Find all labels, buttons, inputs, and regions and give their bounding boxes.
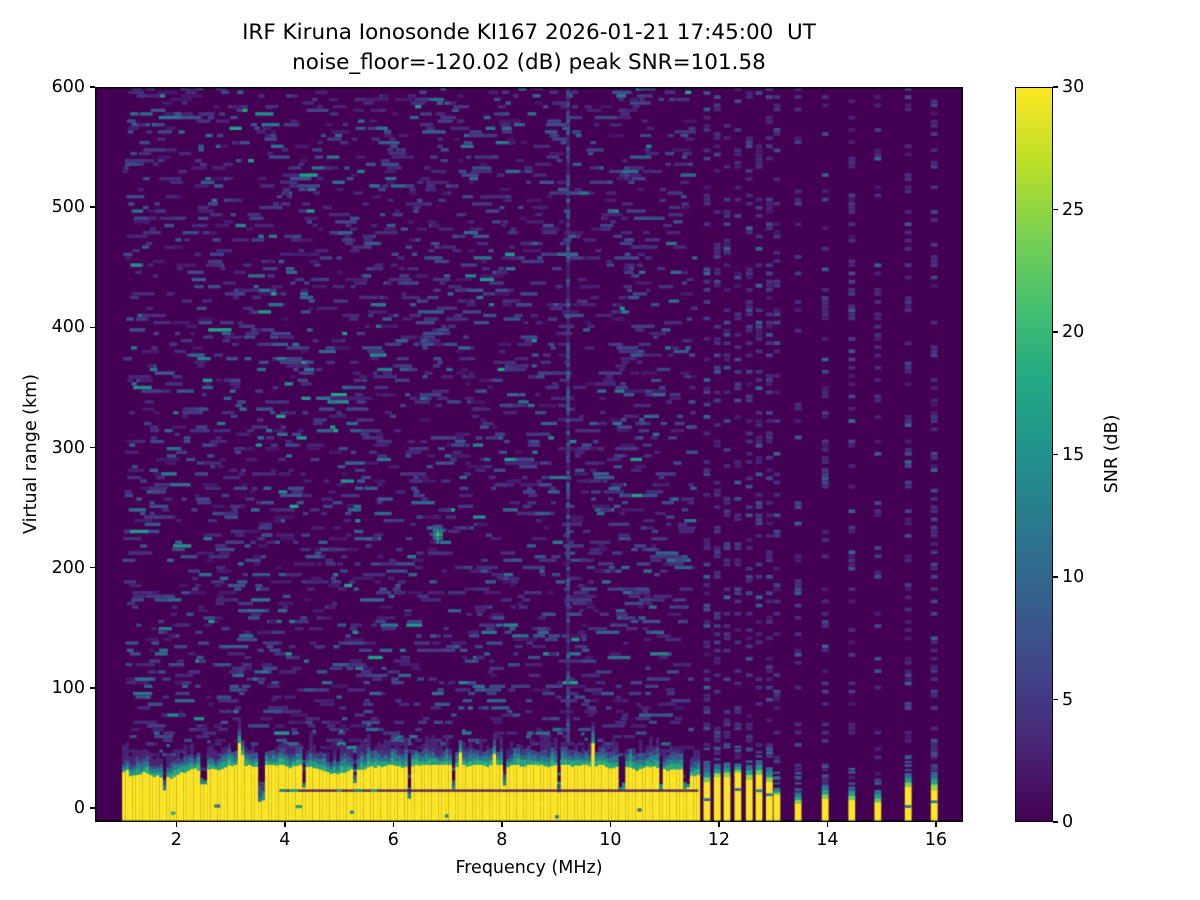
x-tick-label: 6	[387, 830, 399, 850]
y-tick-label: 600	[51, 77, 85, 97]
x-tick	[175, 822, 178, 827]
x-tick-label: 14	[816, 830, 839, 850]
colorbar-tick-label: 30	[1062, 77, 1085, 97]
colorbar-tick-label: 0	[1062, 812, 1074, 832]
colorbar-tick-label: 20	[1062, 322, 1085, 342]
y-tick	[90, 446, 95, 449]
x-tick	[392, 822, 395, 827]
x-tick	[718, 822, 720, 827]
colorbar-tick-label: 5	[1062, 689, 1074, 710]
x-tick-label: 4	[279, 830, 291, 850]
colorbar-tick	[1053, 331, 1058, 333]
chart-title-line1: IRF Kiruna Ionosonde KI167 2026-01-21 17…	[242, 20, 816, 45]
colorbar-tick	[1053, 86, 1058, 88]
y-tick	[90, 326, 95, 329]
y-tick-label: 0	[73, 798, 85, 819]
colorbar-tick	[1053, 576, 1058, 578]
x-tick	[935, 822, 937, 827]
x-tick	[826, 822, 829, 827]
colorbar-gradient	[1015, 87, 1053, 822]
colorbar-tick	[1053, 208, 1058, 211]
x-tick	[284, 822, 286, 827]
y-tick-label: 100	[51, 677, 85, 698]
y-tick-label: 200	[51, 557, 85, 578]
y-tick	[90, 687, 95, 689]
x-tick-label: 2	[170, 830, 182, 850]
x-axis-label: Frequency (MHz)	[455, 858, 603, 878]
ionogram-heatmap-canvas	[95, 87, 963, 822]
y-tick-label: 300	[51, 437, 85, 458]
y-tick-label: 400	[51, 317, 85, 338]
y-tick	[90, 807, 95, 809]
y-tick	[90, 206, 95, 208]
colorbar-tick	[1053, 453, 1058, 456]
y-tick	[90, 567, 95, 569]
x-tick-label: 8	[496, 830, 508, 850]
x-tick-label: 16	[924, 830, 948, 850]
y-axis-label: Virtual range (km)	[21, 373, 41, 535]
x-tick	[501, 822, 503, 827]
colorbar-tick-label: 15	[1062, 444, 1085, 465]
chart-title-line2: noise_floor=-120.02 (dB) peak SNR=101.58	[292, 50, 766, 75]
x-tick	[609, 822, 612, 827]
colorbar-tick	[1053, 821, 1058, 823]
x-tick-label: 10	[599, 830, 622, 850]
colorbar-tick	[1053, 698, 1058, 701]
colorbar-label: SNR (dB)	[1102, 414, 1122, 494]
colorbar-tick-label: 10	[1062, 567, 1085, 587]
y-tick	[90, 86, 95, 88]
y-tick-label: 500	[51, 197, 85, 218]
colorbar-tick-label: 25	[1062, 199, 1085, 220]
x-tick-label: 12	[707, 830, 731, 850]
